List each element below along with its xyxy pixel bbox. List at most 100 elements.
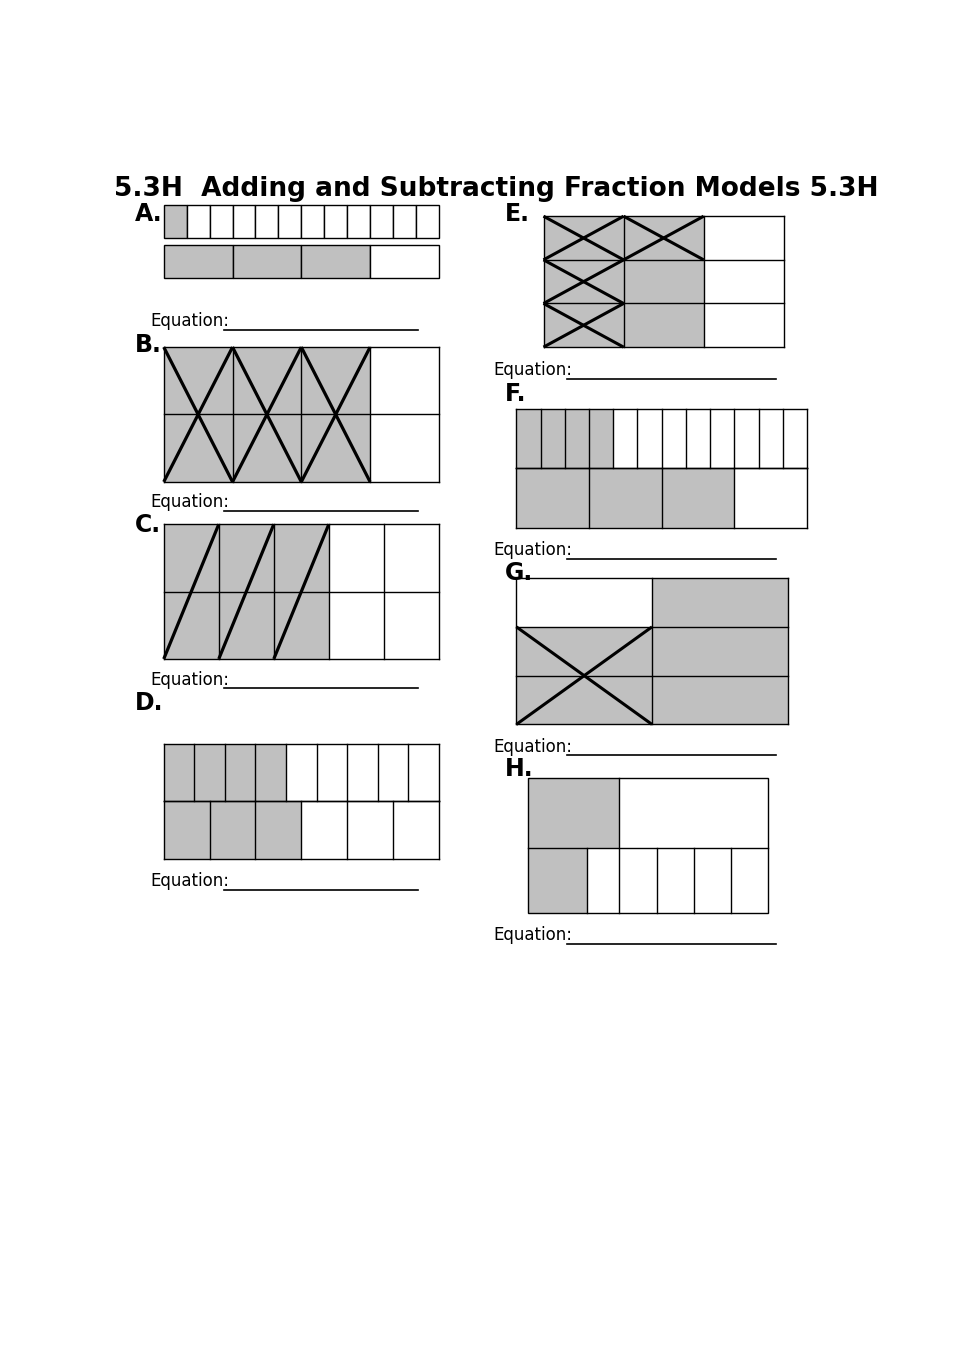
Bar — [759, 409, 783, 469]
Bar — [256, 205, 278, 238]
Bar — [619, 848, 657, 913]
Bar — [256, 802, 301, 859]
Text: Equation:: Equation: — [150, 493, 230, 511]
Bar — [516, 578, 652, 626]
Bar — [541, 409, 565, 469]
Bar — [589, 409, 613, 469]
Bar — [662, 409, 686, 469]
Bar — [325, 205, 347, 238]
Text: H.: H. — [505, 757, 533, 781]
Bar — [209, 802, 256, 859]
Bar — [516, 626, 652, 675]
Bar — [735, 469, 807, 529]
Bar — [164, 246, 233, 277]
Bar — [657, 848, 694, 913]
Bar — [613, 409, 638, 469]
Bar — [783, 409, 807, 469]
Bar — [317, 743, 347, 802]
Bar — [528, 848, 587, 913]
Text: Equation:: Equation: — [493, 361, 572, 379]
Bar — [301, 347, 370, 414]
Bar — [516, 409, 541, 469]
Bar — [328, 591, 384, 659]
Bar — [233, 205, 256, 238]
Bar — [219, 525, 274, 591]
Bar — [652, 578, 788, 626]
Text: B.: B. — [135, 333, 162, 357]
Bar — [301, 205, 325, 238]
Bar — [164, 205, 187, 238]
Bar — [301, 802, 347, 859]
Bar — [619, 779, 768, 848]
Bar — [164, 802, 209, 859]
Bar — [731, 848, 768, 913]
Bar — [662, 469, 735, 529]
Bar — [694, 848, 731, 913]
Bar — [624, 260, 703, 303]
Text: Equation:: Equation: — [493, 738, 572, 756]
Text: Equation:: Equation: — [150, 670, 230, 689]
Bar — [378, 743, 408, 802]
Bar — [528, 779, 768, 913]
Bar — [187, 205, 209, 238]
Bar — [164, 414, 233, 482]
Text: A.: A. — [135, 202, 163, 227]
Text: Equation:: Equation: — [493, 541, 572, 559]
Bar — [256, 743, 286, 802]
Bar — [703, 260, 784, 303]
Bar — [384, 591, 439, 659]
Bar — [347, 743, 378, 802]
Bar — [624, 303, 703, 347]
Bar — [589, 469, 662, 529]
Bar — [301, 414, 370, 482]
Text: F.: F. — [505, 382, 526, 406]
Text: Equation:: Equation: — [150, 313, 230, 330]
Bar — [274, 525, 328, 591]
Bar — [416, 205, 439, 238]
Bar — [278, 205, 301, 238]
Bar — [195, 743, 225, 802]
Bar — [347, 205, 370, 238]
Text: C.: C. — [135, 512, 161, 537]
Bar — [703, 303, 784, 347]
Bar — [544, 260, 624, 303]
Bar — [393, 205, 416, 238]
Bar — [624, 216, 703, 260]
Bar — [516, 675, 652, 724]
Bar — [393, 802, 439, 859]
Bar — [164, 347, 233, 414]
Bar — [164, 591, 219, 659]
Bar — [209, 205, 233, 238]
Bar — [164, 743, 195, 802]
Bar — [225, 743, 256, 802]
Bar — [544, 303, 624, 347]
Bar — [528, 779, 619, 848]
Bar — [544, 216, 624, 260]
Bar — [735, 409, 759, 469]
Text: Equation:: Equation: — [150, 872, 230, 890]
Bar — [638, 409, 662, 469]
Bar — [703, 216, 784, 260]
Bar — [233, 246, 301, 277]
Bar — [710, 409, 735, 469]
Text: D.: D. — [135, 692, 164, 715]
Bar — [370, 205, 393, 238]
Bar — [587, 848, 619, 913]
Bar — [233, 347, 301, 414]
Bar — [686, 409, 710, 469]
Bar — [301, 246, 370, 277]
Bar — [328, 525, 384, 591]
Text: E.: E. — [505, 202, 530, 227]
Bar — [652, 675, 788, 724]
Bar — [370, 246, 439, 277]
Bar — [233, 414, 301, 482]
Bar — [516, 469, 589, 529]
Bar — [219, 591, 274, 659]
Bar — [164, 525, 219, 591]
Text: Equation:: Equation: — [493, 925, 572, 945]
Text: G.: G. — [505, 561, 533, 586]
Bar — [652, 626, 788, 675]
Text: 5.3H  Adding and Subtracting Fraction Models 5.3H: 5.3H Adding and Subtracting Fraction Mod… — [114, 177, 879, 202]
Bar — [370, 347, 439, 414]
Bar — [347, 802, 393, 859]
